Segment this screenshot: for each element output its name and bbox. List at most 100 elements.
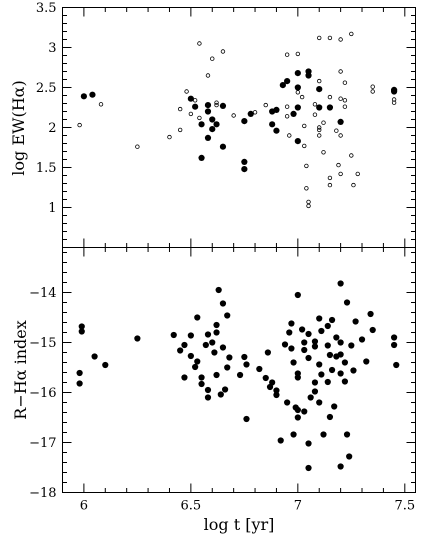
- data-point-filled: [204, 394, 212, 401]
- data-point-filled: [288, 345, 295, 352]
- data-point-open: [317, 127, 322, 133]
- data-point-filled: [78, 323, 85, 330]
- data-point-filled: [198, 121, 205, 128]
- data-point-open: [336, 162, 341, 168]
- data-point-open: [263, 102, 268, 108]
- data-point-filled: [224, 364, 231, 371]
- top-tick-labels: 1 1.5 2 2.5 3 3.5: [36, 1, 57, 216]
- data-point-open: [295, 51, 301, 57]
- data-point-open: [197, 115, 202, 121]
- data-point-filled: [301, 339, 308, 346]
- data-point-filled: [198, 154, 205, 161]
- data-point-open: [342, 98, 348, 103]
- data-point-filled: [269, 379, 276, 386]
- data-point-filled: [331, 403, 338, 410]
- data-point-filled: [217, 391, 224, 398]
- data-point-filled: [277, 437, 284, 444]
- data-point-filled: [221, 386, 229, 393]
- data-point-filled: [294, 406, 301, 414]
- data-point-open: [167, 134, 172, 140]
- data-point-filled: [352, 318, 359, 325]
- data-point-filled: [324, 322, 331, 330]
- data-point-filled: [241, 158, 248, 165]
- data-point-open: [197, 41, 202, 46]
- data-point-open: [184, 89, 189, 94]
- data-point-filled: [290, 431, 297, 438]
- y-tick-label: −15: [29, 336, 56, 351]
- top-plot-frame: [62, 7, 416, 248]
- data-point-filled: [209, 116, 216, 123]
- x-tick-label: 6: [80, 499, 88, 514]
- data-point-filled: [341, 359, 348, 366]
- data-point-filled: [202, 341, 209, 349]
- data-point-filled: [305, 354, 312, 362]
- x-axis-title: log t [yr]: [204, 515, 275, 534]
- data-point-filled: [294, 104, 301, 111]
- data-point-filled: [170, 331, 177, 339]
- data-point-filled: [273, 387, 280, 394]
- data-point-filled: [102, 361, 109, 369]
- data-point-filled: [213, 371, 220, 379]
- data-point-open: [304, 163, 309, 169]
- data-point-open: [338, 69, 343, 74]
- data-point-filled: [284, 399, 291, 406]
- data-point-filled: [363, 358, 370, 365]
- data-point-open: [177, 127, 183, 133]
- data-point-open: [77, 122, 82, 128]
- data-point-filled: [204, 102, 212, 109]
- data-point-open: [317, 35, 322, 41]
- data-point-open: [302, 143, 307, 149]
- data-point-open: [317, 133, 322, 138]
- data-point-filled: [299, 326, 306, 333]
- data-point-filled: [281, 341, 289, 348]
- data-point-filled: [256, 365, 263, 373]
- x-tick-label: 7.5: [394, 499, 415, 514]
- data-point-filled: [311, 338, 319, 345]
- data-point-filled: [305, 330, 312, 338]
- data-point-filled: [181, 341, 188, 349]
- data-point-open: [312, 102, 318, 107]
- data-point-filled: [337, 339, 344, 346]
- data-point-open: [210, 56, 215, 61]
- data-point-filled: [328, 366, 336, 374]
- data-point-filled: [294, 291, 301, 299]
- data-point-filled: [187, 352, 194, 360]
- data-point-filled: [211, 349, 218, 356]
- data-point-filled: [391, 341, 398, 349]
- data-point-open: [370, 84, 375, 89]
- data-point-open: [214, 100, 219, 105]
- data-point-open: [338, 37, 343, 42]
- data-point-filled: [279, 82, 286, 89]
- data-point-filled: [324, 378, 331, 386]
- data-point-filled: [219, 344, 227, 351]
- data-point-open: [327, 182, 333, 188]
- data-point-filled: [247, 110, 254, 117]
- data-point-open: [304, 186, 309, 191]
- data-point-filled: [311, 343, 319, 350]
- data-point-filled: [294, 84, 301, 91]
- data-point-open: [220, 49, 226, 54]
- top-y-axis-title: log EW(Hα): [9, 80, 28, 175]
- data-point-open: [327, 35, 333, 41]
- data-point-filled: [241, 353, 248, 361]
- data-point-open: [284, 104, 290, 109]
- data-point-filled: [337, 280, 344, 287]
- data-point-open: [284, 114, 290, 119]
- data-point-filled: [391, 334, 398, 341]
- x-tick-label: 6.5: [181, 499, 202, 514]
- data-point-filled: [204, 108, 212, 115]
- data-point-filled: [181, 374, 188, 381]
- data-point-filled: [294, 414, 301, 421]
- bottom-axis-ticks: [62, 247, 416, 493]
- data-point-open: [306, 203, 311, 209]
- data-point-open: [231, 113, 236, 118]
- data-point-open: [334, 128, 339, 133]
- data-point-filled: [243, 415, 250, 423]
- data-point-filled: [316, 361, 323, 368]
- data-point-filled: [192, 103, 199, 110]
- data-point-filled: [337, 118, 344, 125]
- data-point-open: [342, 80, 348, 85]
- bottom-y-axis-title: R−Hα index: [11, 320, 30, 419]
- data-point-filled: [337, 351, 344, 358]
